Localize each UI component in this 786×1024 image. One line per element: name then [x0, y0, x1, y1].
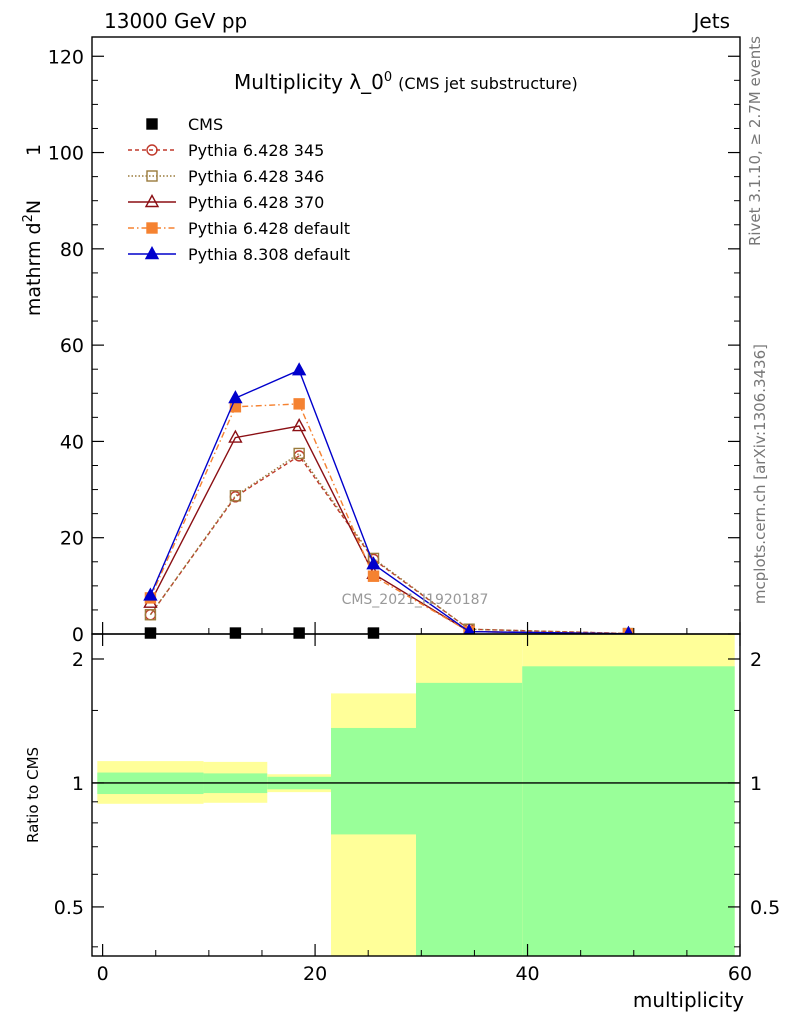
legend-marker-0: [146, 118, 158, 130]
stat-uncertainty-band-4: [416, 682, 523, 956]
main-y-tick-label-100: 100: [48, 143, 84, 165]
ratio-ylabel: Ratio to CMS: [24, 747, 42, 843]
ratio-plot-frame: [91, 633, 741, 957]
legend-marker-4: [146, 222, 158, 234]
x-tick-label-60: 60: [728, 963, 752, 985]
main-ylabel: mathrm d2N 1: [21, 144, 45, 316]
series-2-point-1: [229, 490, 242, 502]
ratio-y-tick-label-right-1: 1: [750, 773, 762, 795]
series-5-point-3: [366, 556, 381, 570]
main-y-tick-label-120: 120: [48, 46, 84, 68]
x-axis-label: multiplicity: [633, 988, 744, 1012]
svg-text:mathrm d2N: mathrm d2N: [21, 200, 45, 316]
x-tick-label-0: 0: [97, 963, 109, 985]
ylabel-top-tail: N: [23, 200, 45, 214]
ratio-y-tick-label-right-2: 2: [750, 649, 762, 671]
series-3-point-1: [228, 429, 243, 443]
main-y-tick-label-80: 80: [60, 239, 84, 261]
stat-uncertainty-band-5: [522, 666, 735, 956]
series-5-point-2: [291, 362, 307, 376]
series-1-point-0: [144, 609, 157, 621]
mcplots-label: mcplots.cern.ch [arXiv:1306.3436]: [751, 344, 769, 604]
main-y-tick-label-20: 20: [60, 528, 84, 550]
ratio-y-tick-label-2: 2: [72, 649, 84, 671]
legend-marker-5: [144, 246, 160, 260]
analysis-watermark: CMS_2021_I1920187: [342, 592, 489, 608]
chart-title-sup: 0: [384, 70, 392, 85]
main-y-tick-label-40: 40: [60, 431, 84, 453]
series-5-line: [149, 369, 629, 635]
legend-marker-1: [146, 144, 158, 156]
legend-marker-3: [144, 194, 160, 208]
ratio-y-tick-label-right-0.5: 0.5: [750, 897, 780, 919]
series-3-point-2: [291, 418, 307, 432]
header-right: Jets: [692, 9, 730, 33]
legend-label-2: Pythia 6.428 346: [188, 167, 324, 186]
stat-uncertainty-band-3: [331, 727, 416, 835]
series-5-point-1: [228, 390, 243, 404]
chart-subtitle: (CMS jet substructure): [398, 74, 578, 93]
ylabel-top-sup: 2: [21, 214, 36, 222]
series-2-point-2: [293, 447, 305, 460]
legend-label-4: Pythia 6.428 default: [188, 219, 350, 238]
series-4-point-3: [367, 570, 380, 582]
legend-label-3: Pythia 6.428 370: [188, 193, 324, 212]
series-4-point-2: [293, 398, 305, 410]
legend-label-1: Pythia 6.428 345: [188, 141, 324, 160]
ratio-y-tick-label-0.5: 0.5: [54, 897, 84, 919]
series-0-point-3: [367, 627, 380, 639]
main-y-tick-label-60: 60: [60, 335, 84, 357]
series-0-point-2: [293, 627, 305, 639]
legend-label-5: Pythia 8.308 default: [188, 245, 350, 264]
series-5-point-0: [143, 587, 158, 601]
rivet-label: Rivet 3.1.10, ≥ 2.7M events: [746, 36, 764, 246]
main-y-tick-label-0: 0: [72, 624, 84, 646]
x-tick-label-20: 20: [303, 963, 327, 985]
ratio-y-tick-label-1: 1: [72, 773, 84, 795]
ylabel-top-text: mathrm d: [23, 222, 45, 316]
ratio-plot-panel: [92, 634, 740, 956]
series-0-point-0: [144, 627, 157, 639]
legend: CMS Pythia 6.428 345 Pythia 6.428 346 Pythi…: [128, 115, 350, 264]
x-tick-label-40: 40: [515, 963, 539, 985]
header-left: 13000 GeV pp: [104, 9, 247, 33]
series-1-line: [149, 454, 629, 635]
series-2-point-0: [144, 609, 157, 621]
chart-title-main: Multiplicity λ_0: [234, 70, 384, 94]
legend-marker-2: [146, 170, 158, 182]
ylabel-num-one: 1: [23, 144, 45, 156]
series-0-point-1: [229, 627, 242, 639]
legend-label-0: CMS: [188, 115, 223, 134]
chart-title: Multiplicity λ_00 (CMS jet substructure): [234, 70, 578, 94]
svg-text:1: 1: [23, 144, 45, 156]
